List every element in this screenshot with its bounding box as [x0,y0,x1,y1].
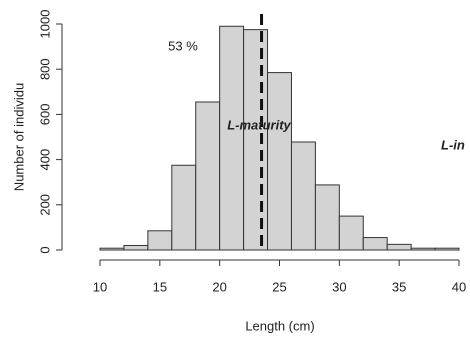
bar [147,230,173,251]
y-tick-label: 1000 [37,10,52,39]
bar [338,215,364,251]
x-tick-label: 35 [392,279,406,294]
bar [243,29,269,251]
x-tick-label: 30 [332,279,346,294]
y-tick-label: 0 [37,246,52,253]
y-tick-label: 600 [37,104,52,126]
x-tick-label: 20 [212,279,226,294]
bar [290,141,316,251]
y-tick-label: 400 [37,149,52,171]
x-tick-label: 10 [93,279,107,294]
x-tick-label: 40 [452,279,466,294]
bar [171,164,197,251]
bar [219,25,245,251]
y-tick-label: 200 [37,194,52,216]
y-tick-label: 800 [37,58,52,80]
bar [99,247,125,251]
x-tick-label: 25 [272,279,286,294]
bar [386,243,412,251]
bar [195,101,221,251]
bar [410,247,436,251]
bar [362,237,388,251]
y-axis-title: Number of individu [11,83,26,191]
x-axis-title: Length (cm) [245,318,314,333]
linf-annotation: L-in [441,137,465,152]
maturity-annotation: L-maturity [227,117,291,132]
bar [267,72,292,251]
bar [434,247,460,251]
bar [314,184,340,251]
percent-annotation: 53 % [168,38,198,53]
bar [123,244,149,251]
x-tick-label: 15 [153,279,167,294]
